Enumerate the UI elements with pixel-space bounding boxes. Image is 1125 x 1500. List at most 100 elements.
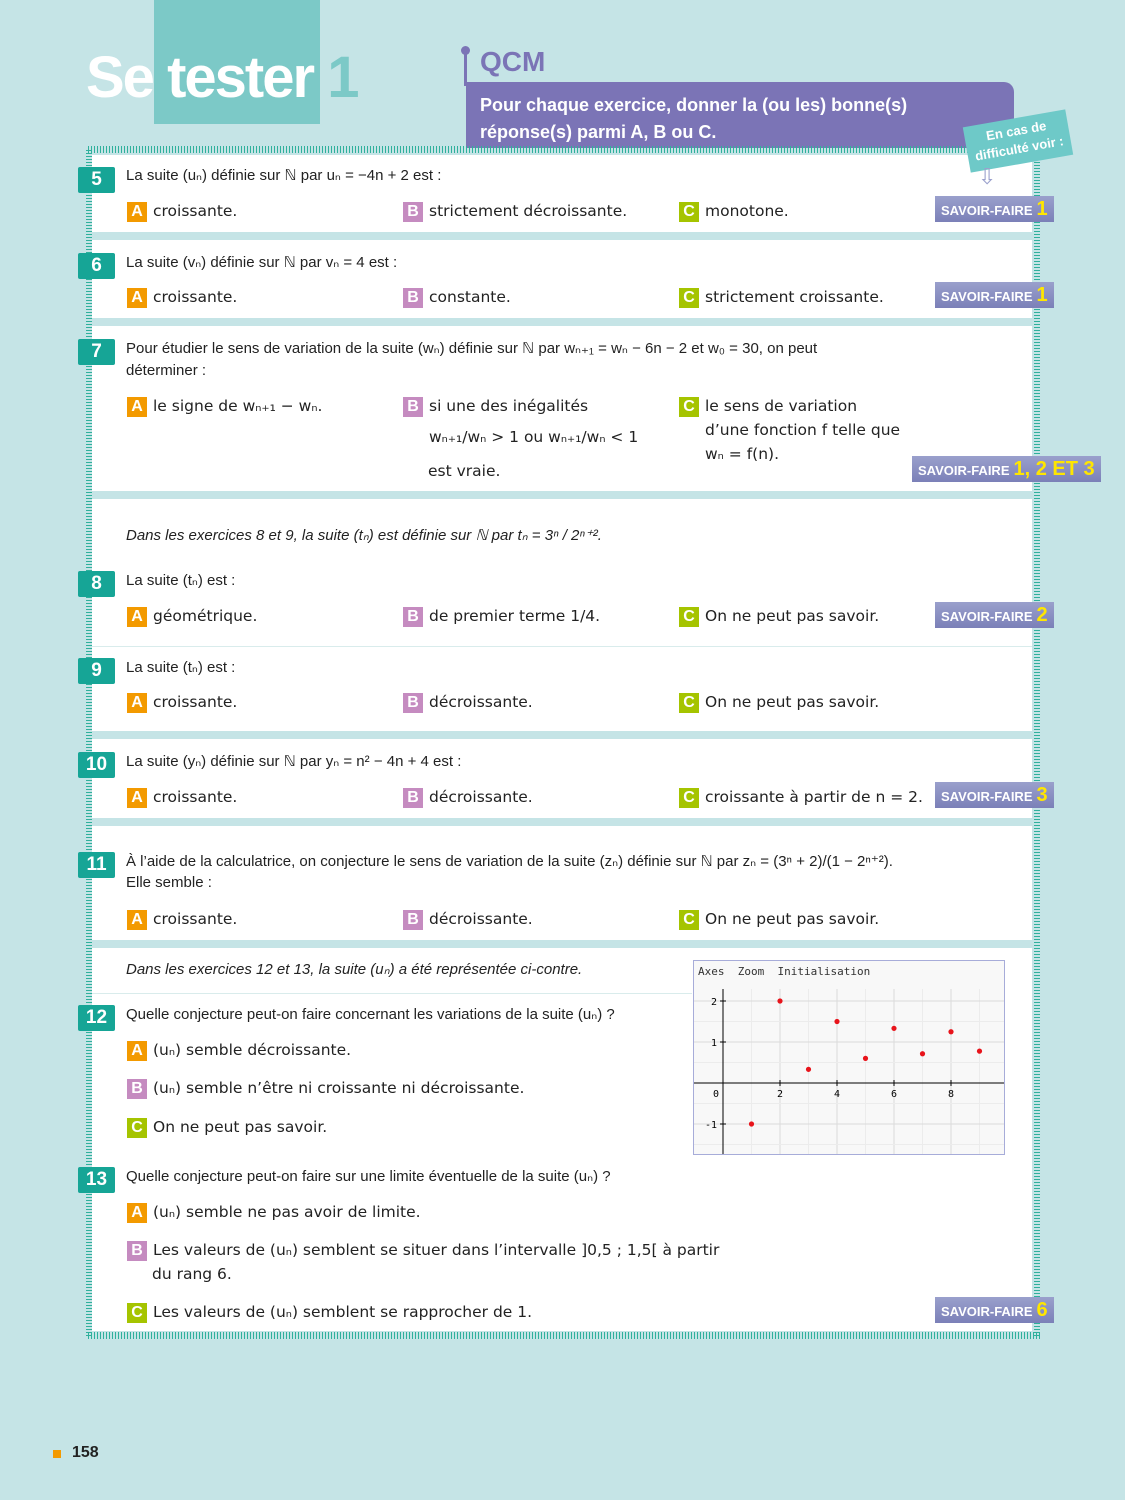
letter-c: C: [679, 202, 699, 222]
savoir-faire-link[interactable]: SAVOIR-FAIRE 1: [935, 196, 1054, 222]
page-number: 158: [72, 1444, 99, 1461]
exercise-number: 7: [78, 339, 115, 365]
sf-number: 3: [1036, 784, 1048, 806]
question: La suite (uₙ) définie sur ℕ par uₙ = −4n…: [126, 167, 442, 184]
option-a[interactable]: A (uₙ) semble décroissante.: [127, 1041, 351, 1061]
letter-a: A: [127, 1203, 147, 1223]
x-tick-label: 8: [948, 1089, 954, 1100]
letter-b: B: [403, 397, 423, 417]
option-c[interactable]: C Les valeurs de (uₙ) semblent se rapproc…: [127, 1303, 532, 1323]
letter-c: C: [127, 1303, 147, 1323]
menu-init[interactable]: Initialisation: [777, 965, 871, 978]
option-c[interactable]: C On ne peut pas savoir.: [679, 910, 879, 930]
savoir-faire-link[interactable]: SAVOIR-FAIRE 6: [935, 1297, 1054, 1323]
savoir-faire-link[interactable]: SAVOIR-FAIRE 3: [935, 782, 1054, 808]
letter-c: C: [679, 693, 699, 713]
letter-a: A: [127, 788, 147, 808]
option-text: (uₙ) semble décroissante.: [153, 1041, 352, 1059]
sf-number: 1: [1036, 198, 1048, 220]
qcm-heading: QCM: [480, 46, 546, 77]
sf-label: SAVOIR-FAIRE: [941, 1304, 1033, 1319]
option-text: croissante.: [153, 693, 238, 711]
data-point: [805, 1066, 812, 1072]
option-text: strictement décroissante.: [429, 202, 628, 220]
title-number: 1: [327, 45, 359, 110]
question: La suite (tₙ) est :: [126, 659, 236, 676]
title-block: [154, 0, 320, 124]
menu-zoom[interactable]: Zoom: [737, 965, 765, 978]
letter-a: A: [127, 693, 147, 713]
option-text: si une des inégalités: [429, 397, 589, 415]
option-c[interactable]: C On ne peut pas savoir.: [127, 1118, 327, 1138]
option-text: monotone.: [705, 202, 789, 220]
option-c[interactable]: C On ne peut pas savoir.: [679, 607, 879, 627]
option-text: décroissante.: [429, 693, 533, 711]
letter-c: C: [679, 607, 699, 627]
option-text: On ne peut pas savoir.: [705, 607, 880, 625]
savoir-faire-link[interactable]: SAVOIR-FAIRE 1, 2 ET 3: [912, 456, 1101, 482]
letter-a: A: [127, 607, 147, 627]
sf-number: 1: [1036, 284, 1048, 306]
option-text: On ne peut pas savoir.: [705, 693, 880, 711]
dotted-border-bottom: [88, 1332, 1040, 1339]
x-tick-label: 2: [777, 1089, 783, 1100]
dotted-border-top: [88, 146, 1036, 153]
letter-b: B: [403, 910, 423, 930]
title-se: Se: [86, 45, 155, 110]
dotted-border-left: [86, 150, 92, 1336]
letter-c: C: [679, 788, 699, 808]
option-text: croissante.: [153, 288, 238, 306]
letter-a: A: [127, 1041, 147, 1061]
option-b[interactable]: B Les valeurs de (uₙ) semblent se situer …: [127, 1241, 719, 1261]
letter-b: B: [127, 1241, 147, 1261]
option-b-cont: wₙ₊₁/wₙ > 1 ou wₙ₊₁/wₙ < 1: [429, 428, 639, 446]
letter-b: B: [403, 788, 423, 808]
instruction: Pour chaque exercice, donner la (ou les)…: [466, 82, 1014, 148]
option-text: Les valeurs de (uₙ) semblent se situer d…: [153, 1241, 720, 1259]
letter-b: B: [403, 607, 423, 627]
option-text: constante.: [429, 288, 511, 306]
question: À l’aide de la calculatrice, on conjectu…: [126, 853, 893, 870]
letter-a: A: [127, 910, 147, 930]
separator: [92, 940, 1032, 948]
dotted-border-right: [1034, 150, 1040, 1336]
question: Pour étudier le sens de variation de la …: [126, 340, 818, 357]
option-a[interactable]: A (uₙ) semble ne pas avoir de limite.: [127, 1203, 421, 1223]
sf-number: 2: [1036, 604, 1048, 626]
letter-a: A: [127, 202, 147, 222]
option-c[interactable]: C On ne peut pas savoir.: [679, 693, 879, 713]
separator: [92, 646, 1032, 647]
option-text: Les valeurs de (uₙ) semblent se rapproch…: [153, 1303, 533, 1321]
page-title: Se tester 1: [86, 44, 359, 111]
letter-c: C: [679, 288, 699, 308]
option-text: géométrique.: [153, 607, 258, 625]
y-tick-label: 2: [711, 997, 717, 1008]
sf-number: 6: [1036, 1299, 1048, 1321]
option-b-cont: est vraie.: [428, 462, 501, 480]
option-text: décroissante.: [429, 910, 533, 928]
savoir-faire-link[interactable]: SAVOIR-FAIRE 2: [935, 602, 1054, 628]
page-marker: [53, 1450, 61, 1458]
menu-axes[interactable]: Axes: [698, 965, 725, 978]
data-point: [834, 1018, 840, 1025]
savoir-faire-link[interactable]: SAVOIR-FAIRE 1: [935, 282, 1054, 308]
option-b[interactable]: B (uₙ) semble n’être ni croissante ni déc…: [127, 1079, 524, 1099]
